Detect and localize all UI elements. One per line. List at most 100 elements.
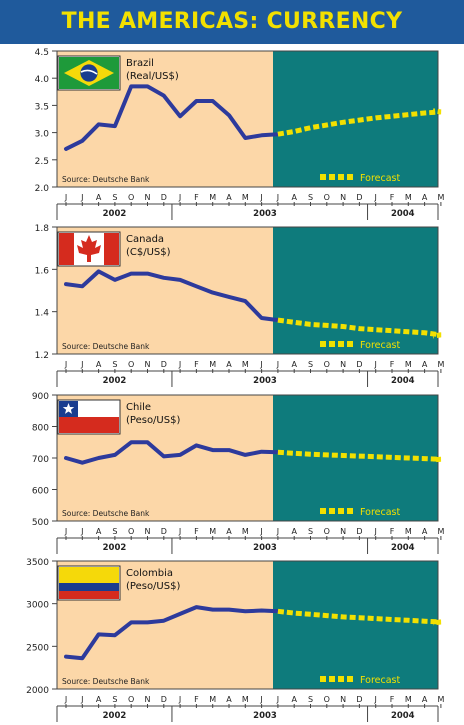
forecast-series-line (277, 317, 442, 339)
month-label: J (374, 695, 377, 704)
y-tick-label: 1.4 (35, 309, 50, 319)
month-label: J (259, 360, 262, 369)
month-label: M (209, 193, 216, 202)
year-label: 2003 (253, 711, 277, 721)
month-label: J (64, 527, 67, 536)
month-label: M (437, 695, 444, 704)
history-series-line (64, 269, 280, 323)
month-label: M (242, 360, 249, 369)
month-label: J (80, 193, 83, 202)
month-label: J (276, 695, 279, 704)
unit-label: (Peso/US$) (126, 415, 180, 426)
legend-label: Forecast (360, 173, 400, 184)
month-label: A (422, 360, 428, 369)
month-label: A (226, 360, 232, 369)
plot-frame (56, 50, 439, 188)
month-label: A (291, 527, 297, 536)
plot-frame (56, 560, 439, 690)
flag-globe (80, 64, 98, 82)
y-tick-label: 1.8 (35, 224, 50, 234)
month-label: A (291, 695, 297, 704)
month-label: A (96, 360, 102, 369)
legend-label: Forecast (360, 340, 400, 351)
month-label: S (112, 193, 117, 202)
y-tick-label: 3.0 (35, 130, 50, 140)
y-tick-label: 2.5 (35, 157, 49, 167)
month-label: O (324, 527, 330, 536)
month-label: F (194, 527, 199, 536)
month-label: A (96, 695, 102, 704)
month-label: O (128, 527, 134, 536)
history-series-line (64, 84, 280, 151)
month-label: D (161, 360, 167, 369)
year-label: 2003 (253, 376, 277, 386)
month-label: A (96, 527, 102, 536)
month-label: O (128, 695, 134, 704)
month-label: J (276, 360, 279, 369)
month-label: O (128, 360, 134, 369)
legend-label: Forecast (360, 507, 400, 518)
flag-bar-right (104, 233, 119, 265)
year-label: 2002 (103, 209, 127, 219)
month-label: M (242, 193, 249, 202)
y-tick-label: 2500 (26, 643, 49, 653)
month-label: S (308, 193, 313, 202)
history-series-line (64, 605, 280, 661)
chart-brazil: 4.54.03.53.02.52.0J J A S O N D J F M A M J J A S O N D J F M… (35, 48, 444, 220)
month-label: A (422, 527, 428, 536)
month-label: O (128, 193, 134, 202)
month-label: M (437, 193, 444, 202)
maple-leaf-icon (77, 235, 101, 262)
month-label: J (80, 527, 83, 536)
month-label: M (209, 360, 216, 369)
y-tick-label: 2.0 (35, 184, 50, 194)
month-label: J (178, 695, 181, 704)
y-tick-label: 500 (32, 518, 49, 528)
unit-label: (C$/US$) (126, 247, 171, 258)
source-label: Source: Deutsche Bank (62, 342, 150, 351)
month-label: J (276, 527, 279, 536)
y-tick-label: 1.2 (35, 351, 49, 361)
country-name: Chile (126, 402, 151, 413)
country-name: Canada (126, 234, 164, 245)
y-tick-label: 3.5 (35, 102, 49, 112)
month-label: A (291, 360, 297, 369)
month-label: J (259, 527, 262, 536)
y-tick-label: 600 (32, 487, 49, 497)
month-label: A (226, 695, 232, 704)
forecast-series-line (277, 449, 442, 463)
y-tick-label: 4.0 (35, 75, 50, 85)
source-label: Source: Deutsche Bank (62, 509, 150, 518)
y-tick-label: 3500 (26, 558, 49, 568)
month-label: D (161, 527, 167, 536)
flag-yellow (59, 567, 119, 583)
month-label: M (405, 527, 412, 536)
flag-red (59, 591, 119, 599)
month-label: F (390, 695, 395, 704)
month-label: F (390, 360, 395, 369)
month-label: N (145, 193, 151, 202)
month-label: M (437, 360, 444, 369)
month-label: J (259, 193, 262, 202)
chart-canada: 1.81.61.41.2J J A S O N D J F M A M J J A S O N D J F M A M2002… (35, 224, 444, 387)
month-label: S (308, 360, 313, 369)
month-label: F (194, 193, 199, 202)
month-label: M (209, 527, 216, 536)
month-label: S (308, 527, 313, 536)
month-label: D (356, 695, 362, 704)
month-label: M (405, 193, 412, 202)
flag-bottom (59, 417, 119, 433)
month-label: N (340, 360, 346, 369)
month-label: F (194, 695, 199, 704)
month-label: J (178, 193, 181, 202)
y-tick-label: 900 (32, 392, 49, 402)
month-label: D (356, 193, 362, 202)
year-label: 2002 (103, 376, 127, 386)
month-label: M (242, 695, 249, 704)
source-label: Source: Deutsche Bank (62, 677, 150, 686)
plot-frame (56, 226, 439, 355)
month-label: J (64, 695, 67, 704)
month-label: O (324, 695, 330, 704)
